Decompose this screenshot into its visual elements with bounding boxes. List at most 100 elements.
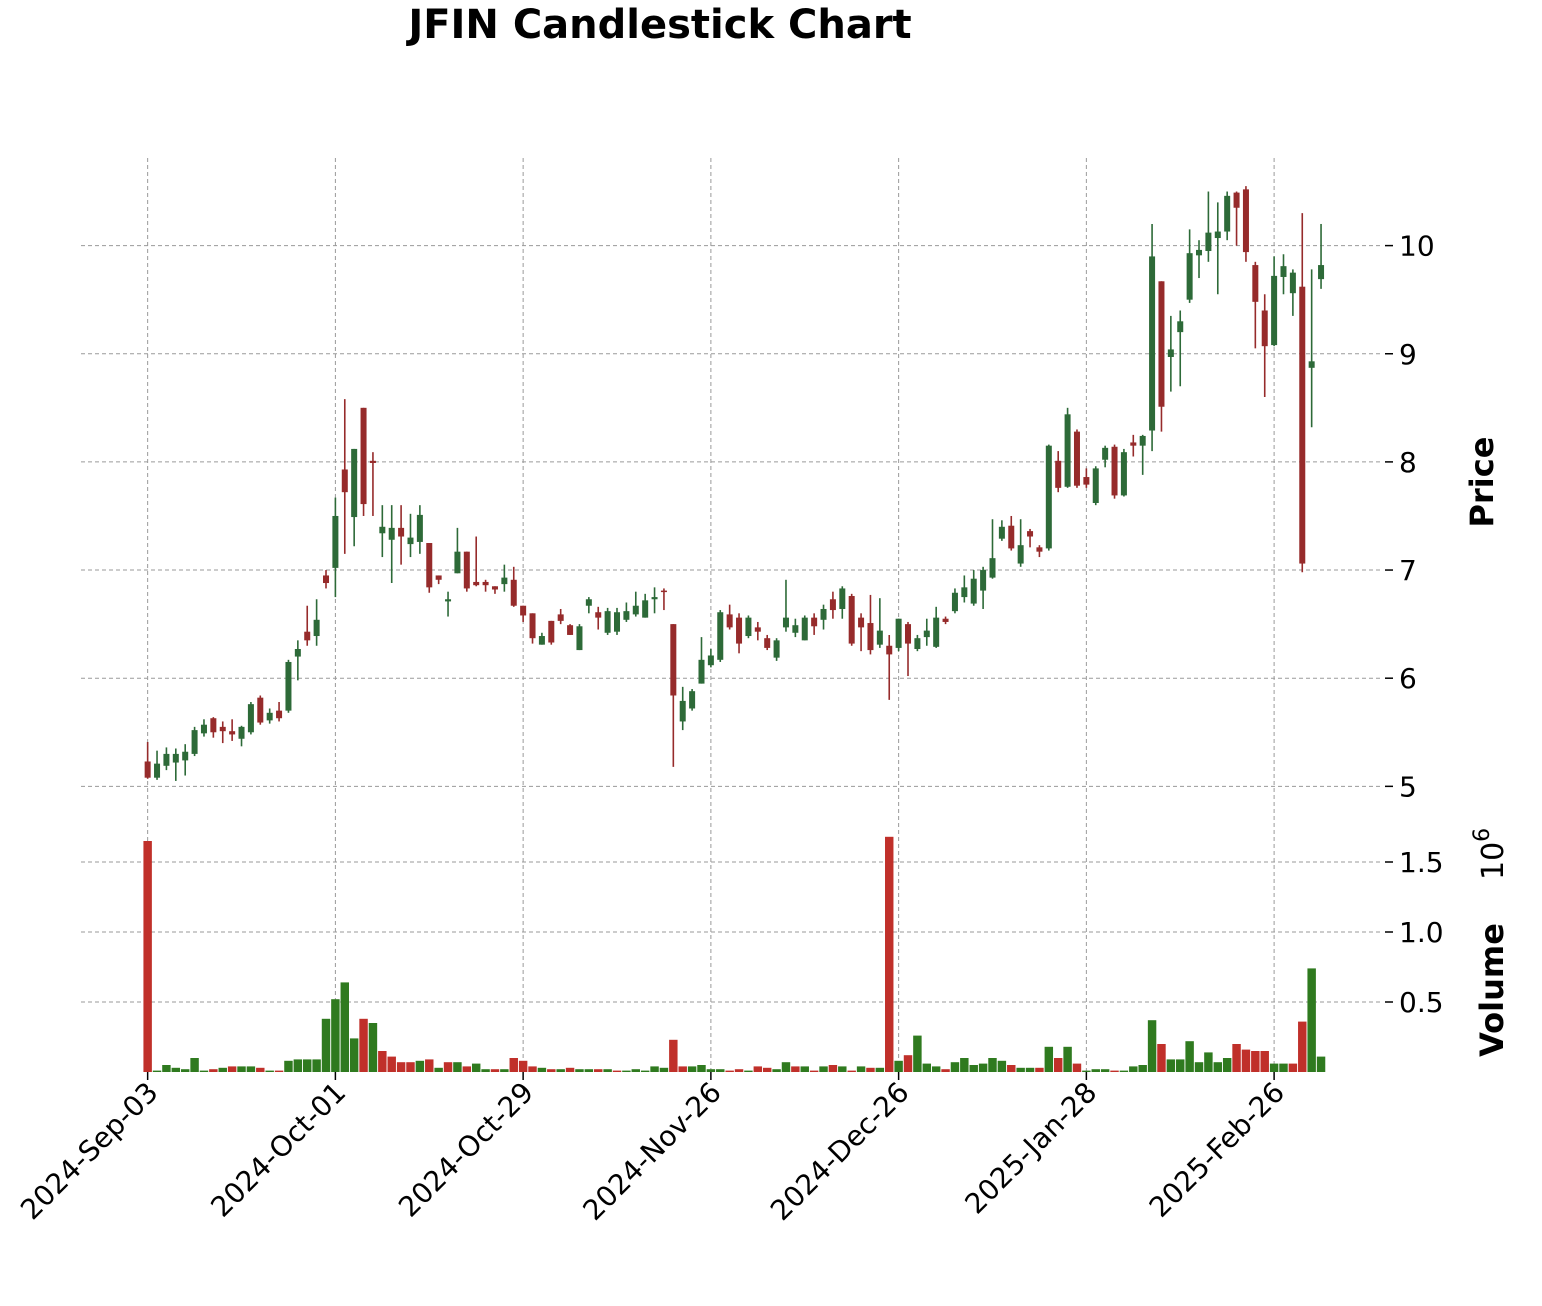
volume-bar <box>800 1066 809 1072</box>
volume-bar <box>265 1070 274 1072</box>
candle-body <box>510 579 517 606</box>
candle-body <box>1271 275 1278 346</box>
volume-bar <box>237 1066 246 1072</box>
candle-body <box>482 581 489 586</box>
volume-bar <box>218 1067 227 1072</box>
volume-bar <box>922 1063 932 1072</box>
volume-bar <box>331 999 340 1072</box>
volume-bar <box>528 1066 537 1072</box>
candle-body <box>1308 361 1315 368</box>
volume-bar <box>828 1065 838 1072</box>
volume-bar <box>594 1069 603 1072</box>
volume-bar <box>669 1039 678 1072</box>
offset-exponent: 6 <box>1470 828 1495 842</box>
volume-bar <box>284 1060 293 1072</box>
candle-body <box>463 551 470 589</box>
candle-body <box>210 718 217 733</box>
y-tick-label: 10 <box>1399 230 1435 263</box>
candle-body <box>895 618 902 648</box>
candle-body <box>876 630 883 645</box>
volume-bar <box>960 1058 969 1072</box>
volume-bar <box>856 1066 866 1072</box>
candle-body <box>426 543 433 588</box>
volume-bar <box>471 1063 481 1072</box>
candle-body <box>1027 531 1034 537</box>
candle-body <box>341 469 348 493</box>
volume-bar <box>312 1059 321 1072</box>
candle-body <box>529 613 536 639</box>
volume-bar <box>481 1069 490 1072</box>
volume-bar <box>1288 1063 1298 1072</box>
candle-body <box>623 611 630 620</box>
candle-body <box>782 617 789 628</box>
candle-body <box>1158 281 1165 407</box>
volume-bar <box>359 1018 368 1072</box>
volume-bar <box>368 1023 378 1072</box>
volume-bar <box>349 1038 359 1072</box>
volume-bar <box>321 1018 331 1072</box>
candle-body <box>323 575 330 584</box>
volume-bar <box>162 1065 171 1072</box>
volume-bar <box>866 1067 875 1072</box>
volume-bar <box>143 841 152 1072</box>
candle-body <box>1064 414 1071 487</box>
volume-bar <box>781 1062 791 1072</box>
volume-bar <box>1147 1020 1157 1072</box>
volume-bar <box>631 1069 641 1072</box>
chart-title: JFIN Candlestick Chart <box>405 2 911 48</box>
candle-body <box>557 614 564 621</box>
candle-body <box>294 648 301 657</box>
volume-bar <box>1194 1062 1204 1072</box>
y-tick-label: 6 <box>1399 662 1417 695</box>
volume-bar <box>716 1069 725 1072</box>
volume-bar <box>1082 1070 1091 1072</box>
candle-body <box>707 655 714 666</box>
candle-body <box>285 661 292 711</box>
candle-body <box>886 645 893 655</box>
volume-bar <box>396 1062 406 1072</box>
candle-body <box>1017 545 1024 564</box>
candle-body <box>1252 265 1259 302</box>
volume-bar <box>443 1062 453 1072</box>
candle-body <box>266 712 273 721</box>
candle-body <box>1083 477 1090 485</box>
candle-body <box>970 578 977 604</box>
candle-body <box>191 730 198 754</box>
candle-body <box>745 617 752 637</box>
volume-bar <box>1119 1070 1129 1072</box>
candle-body <box>905 624 912 644</box>
candle-body <box>670 624 677 696</box>
volume-bar <box>462 1066 472 1072</box>
volume-bar <box>838 1066 847 1072</box>
volume-bar <box>1307 968 1316 1072</box>
volume-bar <box>969 1065 978 1072</box>
volume-axis-label: Volume <box>1473 923 1511 1057</box>
candle-body <box>679 700 686 722</box>
candle-body <box>398 527 405 537</box>
volume-bar <box>584 1069 594 1072</box>
volume-bar <box>565 1067 575 1072</box>
volume-bar <box>1213 1062 1223 1072</box>
candle-body <box>567 625 574 635</box>
candle-body <box>811 617 818 627</box>
volume-bar <box>1222 1058 1232 1072</box>
candle-body <box>360 407 367 505</box>
volume-bar <box>687 1066 697 1072</box>
y-tick-label: 9 <box>1399 338 1417 371</box>
volume-bar <box>340 982 350 1072</box>
volume-bar <box>988 1058 997 1072</box>
volume-bar <box>903 1055 913 1072</box>
volume-bar <box>509 1058 518 1072</box>
volume-bar <box>622 1070 631 1072</box>
volume-bar <box>537 1067 547 1072</box>
volume-bar <box>894 1060 903 1072</box>
volume-bar <box>490 1069 500 1072</box>
volume-bar <box>1063 1046 1072 1072</box>
candle-body <box>276 710 283 719</box>
volume-bar <box>875 1067 885 1072</box>
candle-body <box>848 596 855 644</box>
volume-bar <box>518 1060 528 1072</box>
candle-body <box>200 724 207 734</box>
volume-bar <box>791 1066 800 1072</box>
